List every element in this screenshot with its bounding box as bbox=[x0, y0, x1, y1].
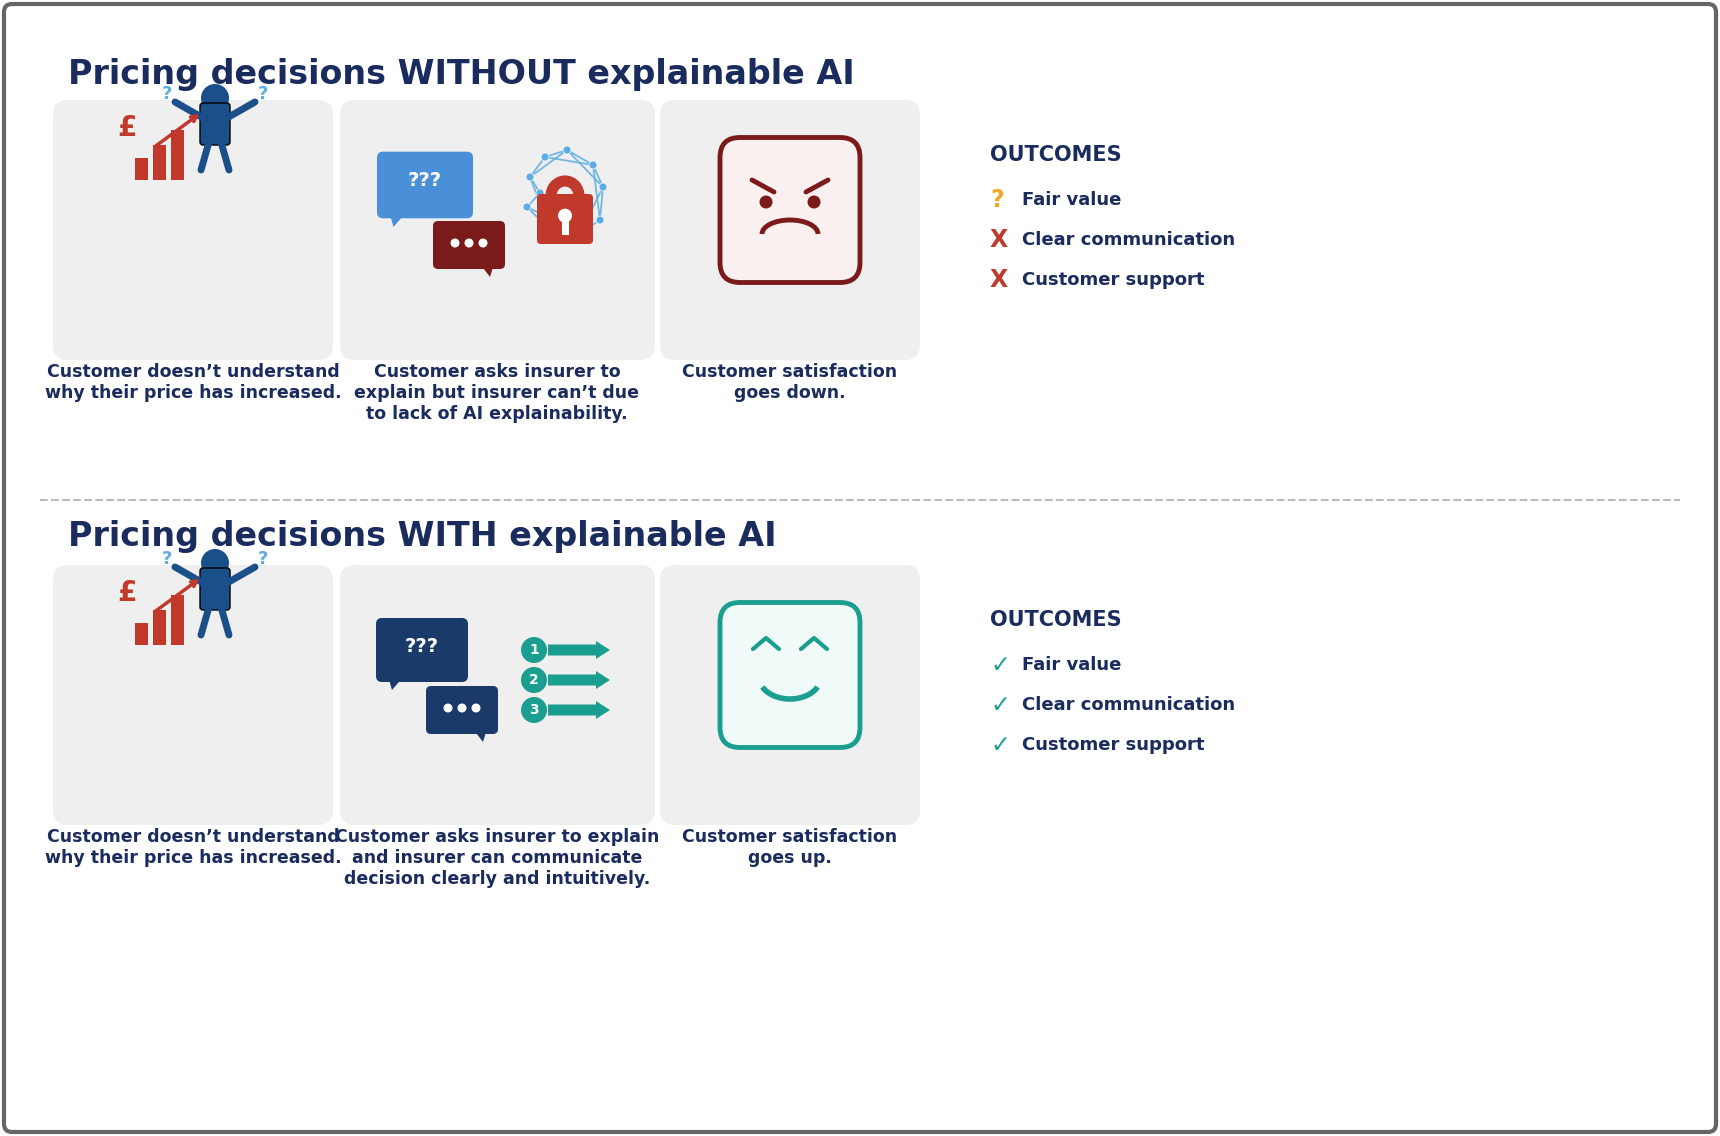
Circle shape bbox=[542, 153, 549, 161]
FancyBboxPatch shape bbox=[341, 565, 655, 825]
Bar bbox=[153, 145, 167, 179]
Text: Customer support: Customer support bbox=[1022, 272, 1204, 289]
FancyBboxPatch shape bbox=[3, 5, 1717, 1131]
Text: Fair value: Fair value bbox=[1022, 655, 1121, 674]
Text: OUTCOMES: OUTCOMES bbox=[991, 610, 1121, 630]
Bar bbox=[561, 222, 569, 235]
FancyBboxPatch shape bbox=[377, 152, 473, 218]
Circle shape bbox=[521, 698, 547, 722]
Text: 1: 1 bbox=[530, 643, 538, 657]
Text: ✓: ✓ bbox=[991, 653, 1010, 677]
Polygon shape bbox=[473, 729, 487, 742]
Text: Customer support: Customer support bbox=[1022, 736, 1204, 754]
Text: Customer asks insurer to explain
and insurer can communicate
decision clearly an: Customer asks insurer to explain and ins… bbox=[335, 828, 659, 887]
Bar bbox=[134, 623, 148, 645]
Circle shape bbox=[521, 637, 547, 663]
Text: Customer satisfaction
goes down.: Customer satisfaction goes down. bbox=[683, 364, 898, 402]
Circle shape bbox=[760, 195, 772, 209]
Circle shape bbox=[464, 239, 473, 248]
Circle shape bbox=[478, 239, 487, 248]
Circle shape bbox=[458, 703, 466, 712]
Text: £: £ bbox=[117, 114, 136, 142]
Text: Customer asks insurer to
explain but insurer can’t due
to lack of AI explainabil: Customer asks insurer to explain but ins… bbox=[354, 364, 640, 423]
Circle shape bbox=[599, 183, 607, 191]
Text: Pricing decisions WITHOUT explainable AI: Pricing decisions WITHOUT explainable AI bbox=[69, 58, 855, 91]
FancyArrow shape bbox=[549, 671, 611, 690]
Text: 3: 3 bbox=[530, 703, 538, 717]
Text: Customer satisfaction
goes up.: Customer satisfaction goes up. bbox=[683, 828, 898, 867]
Text: ?: ? bbox=[258, 85, 268, 103]
Text: X: X bbox=[991, 268, 1008, 292]
Text: OUTCOMES: OUTCOMES bbox=[991, 145, 1121, 165]
FancyBboxPatch shape bbox=[200, 103, 230, 145]
Text: ?: ? bbox=[991, 187, 1004, 212]
Text: Pricing decisions WITH explainable AI: Pricing decisions WITH explainable AI bbox=[69, 520, 777, 553]
Circle shape bbox=[201, 549, 229, 577]
FancyBboxPatch shape bbox=[200, 568, 230, 610]
Circle shape bbox=[521, 667, 547, 693]
Text: Customer doesn’t understand
why their price has increased.: Customer doesn’t understand why their pr… bbox=[45, 364, 341, 402]
Text: X: X bbox=[991, 228, 1008, 252]
Bar bbox=[170, 130, 184, 179]
Circle shape bbox=[201, 84, 229, 112]
Circle shape bbox=[526, 173, 533, 181]
Polygon shape bbox=[389, 676, 404, 690]
Circle shape bbox=[588, 161, 597, 169]
Text: Customer doesn’t understand
why their price has increased.: Customer doesn’t understand why their pr… bbox=[45, 828, 341, 867]
Text: Fair value: Fair value bbox=[1022, 191, 1121, 209]
Text: ✓: ✓ bbox=[991, 733, 1010, 757]
Polygon shape bbox=[480, 264, 494, 277]
Circle shape bbox=[451, 239, 459, 248]
Text: Clear communication: Clear communication bbox=[1022, 231, 1235, 249]
FancyBboxPatch shape bbox=[427, 686, 499, 734]
Circle shape bbox=[471, 703, 480, 712]
Circle shape bbox=[523, 203, 531, 211]
FancyArrow shape bbox=[549, 641, 611, 659]
Bar bbox=[153, 610, 167, 645]
Circle shape bbox=[807, 195, 820, 209]
Circle shape bbox=[537, 189, 544, 197]
FancyBboxPatch shape bbox=[660, 100, 920, 360]
Circle shape bbox=[545, 226, 554, 234]
Text: ???: ??? bbox=[404, 636, 439, 655]
FancyBboxPatch shape bbox=[660, 565, 920, 825]
FancyBboxPatch shape bbox=[537, 194, 593, 244]
Bar bbox=[170, 595, 184, 645]
Text: ✓: ✓ bbox=[991, 693, 1010, 717]
Circle shape bbox=[557, 209, 573, 223]
Circle shape bbox=[597, 216, 604, 224]
Text: ?: ? bbox=[258, 550, 268, 568]
Text: 2: 2 bbox=[530, 673, 538, 687]
Circle shape bbox=[444, 703, 452, 712]
Polygon shape bbox=[389, 212, 406, 227]
Text: ?: ? bbox=[162, 85, 172, 103]
Circle shape bbox=[562, 147, 571, 154]
Bar bbox=[134, 158, 148, 179]
FancyBboxPatch shape bbox=[341, 100, 655, 360]
Text: ?: ? bbox=[162, 550, 172, 568]
Text: Clear communication: Clear communication bbox=[1022, 696, 1235, 715]
FancyArrow shape bbox=[549, 701, 611, 719]
FancyBboxPatch shape bbox=[433, 222, 506, 269]
FancyBboxPatch shape bbox=[377, 618, 468, 682]
FancyBboxPatch shape bbox=[721, 602, 860, 747]
Text: ???: ??? bbox=[408, 172, 442, 191]
FancyBboxPatch shape bbox=[721, 137, 860, 283]
FancyBboxPatch shape bbox=[53, 565, 334, 825]
FancyBboxPatch shape bbox=[53, 100, 334, 360]
Text: £: £ bbox=[117, 579, 136, 607]
Circle shape bbox=[576, 229, 585, 237]
